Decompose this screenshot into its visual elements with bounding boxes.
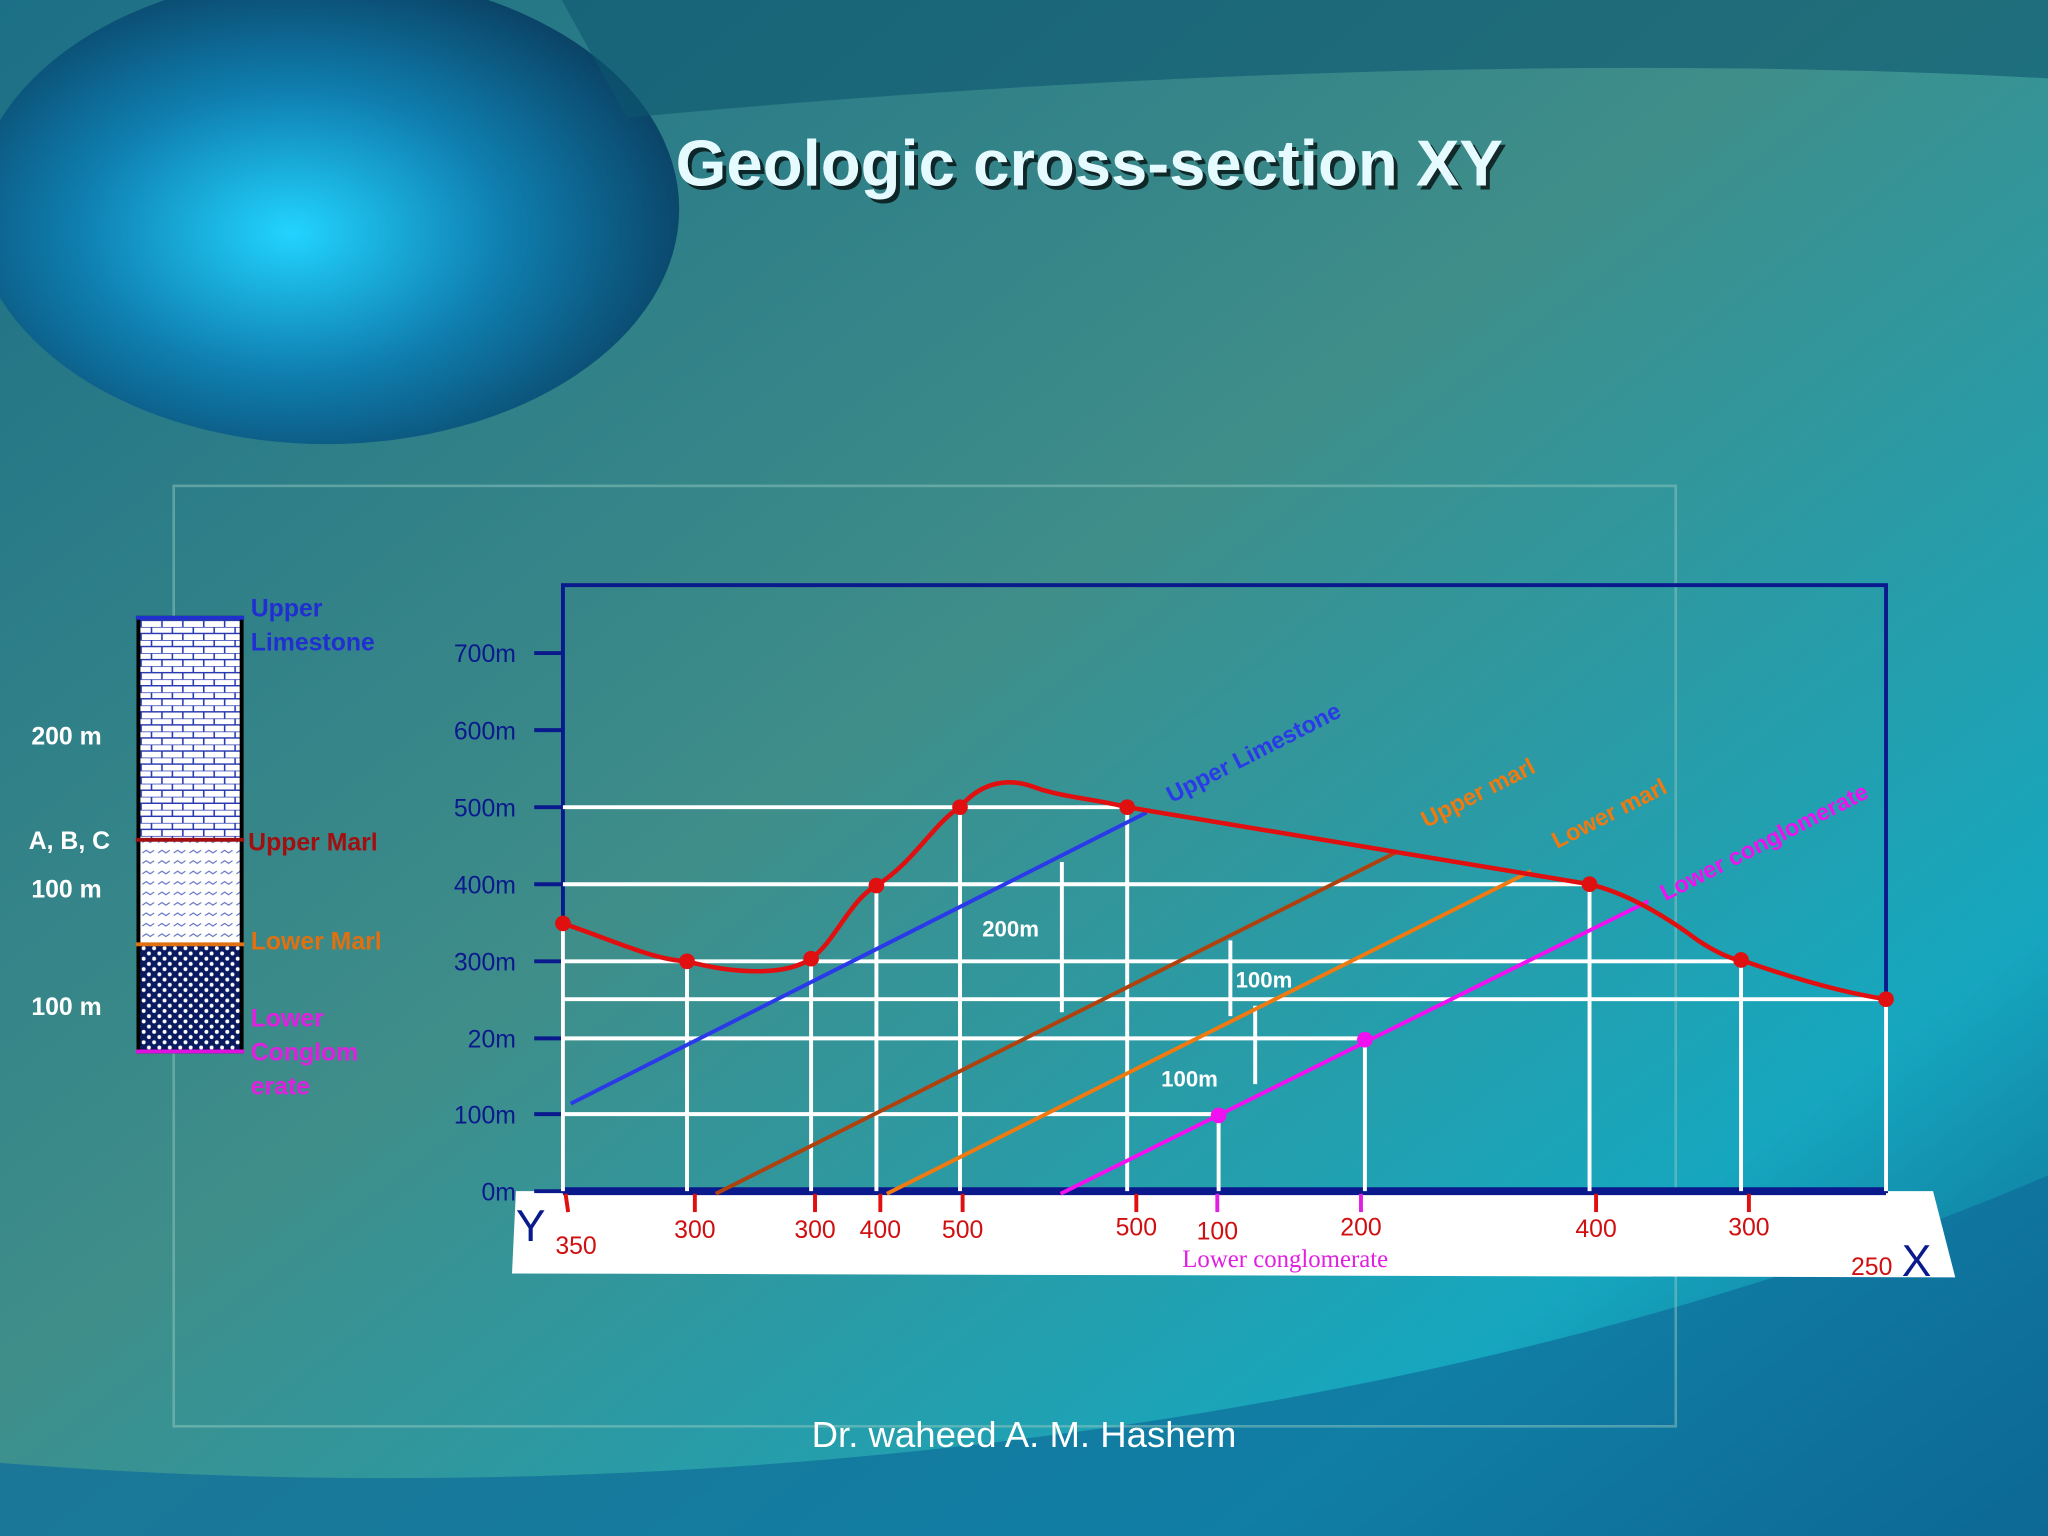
lower-conglomerate-line [1059,899,1650,1196]
topographic-profile [562,780,1887,1002]
profile-points [555,799,1894,1008]
elevation-label: 300 [794,1217,835,1244]
decor-orb [0,0,680,445]
elevation-label: 400 [860,1217,901,1244]
profile-point [1733,952,1749,968]
column-label: Upper [251,595,323,622]
lower-marl-line [885,869,1532,1196]
y-axis-label: 600m [454,718,516,745]
side-label: 200 m [31,723,101,750]
section-start: Y [516,1202,546,1251]
profile-point [1581,876,1598,893]
section-base [512,1191,1956,1278]
thickness-lines [1059,862,1258,1085]
column-label: Lower [251,1006,324,1033]
decor-wave [0,1175,2048,1536]
elevation-label: 500 [942,1217,983,1244]
y-axis-label: 20m [468,1027,516,1054]
conglomerate-point [1357,1031,1373,1048]
side-label: A, B, C [29,828,110,855]
thickness-label: 100m [1236,967,1293,992]
y-axis-label: 400m [454,872,516,899]
elevation-label: 500 [1116,1215,1157,1242]
y-axis-label: 300m [454,949,516,976]
thickness-label: 200m [982,916,1039,941]
side-label: 100 m [31,876,101,903]
y-axis-label: 0m [481,1179,515,1206]
column-conglomerate [138,944,242,1052]
section-end: X [1902,1237,1932,1286]
title-shadow: Geologic cross-section XY [680,130,1507,203]
elevation-label: 300 [674,1217,715,1244]
profile-point [1119,799,1136,816]
title: Geologic cross-section XY [676,126,1503,199]
side-label: 100 m [31,994,101,1021]
elevation-label: 200 [1340,1215,1381,1242]
column-label: Lower Marl [251,929,382,956]
bottom-note: Lower conglomerate [1182,1246,1388,1273]
profile-point [868,877,885,894]
column-limestone [138,617,242,840]
elevation-label: 250 [1851,1254,1892,1281]
horizontal-lines [562,805,1887,1117]
vertical-lines [560,807,1888,1192]
thickness-label: 100m [1161,1067,1218,1092]
upper-marl-line [714,849,1399,1196]
y-axis-label: 100m [454,1102,516,1129]
elevation-label: 350 [555,1233,596,1260]
column-label: erate [251,1074,310,1101]
y-axis-label: 500m [454,795,516,822]
conglomerate-point [1210,1107,1227,1124]
column-label: Limestone [251,629,375,656]
decor-band [0,0,2048,118]
profile-point [555,915,571,932]
column-label: Upper Marl [248,829,378,856]
construction-lines [560,805,1888,1192]
column-label: Conglom [251,1040,358,1067]
footer: Dr. waheed A. M. Hashem [812,1414,1237,1455]
elevation-label: 300 [1728,1215,1769,1242]
upper-limestone-line [569,810,1148,1106]
column-marl [138,839,242,945]
profile-point [952,799,968,816]
elevation-label: 100 [1197,1219,1238,1246]
profile-point [679,953,695,970]
profile-point [1878,991,1894,1008]
x-tick [563,1193,571,1213]
profile-point [803,950,819,967]
y-axis-label: 700m [454,641,516,668]
elevation-label: 400 [1575,1216,1616,1243]
